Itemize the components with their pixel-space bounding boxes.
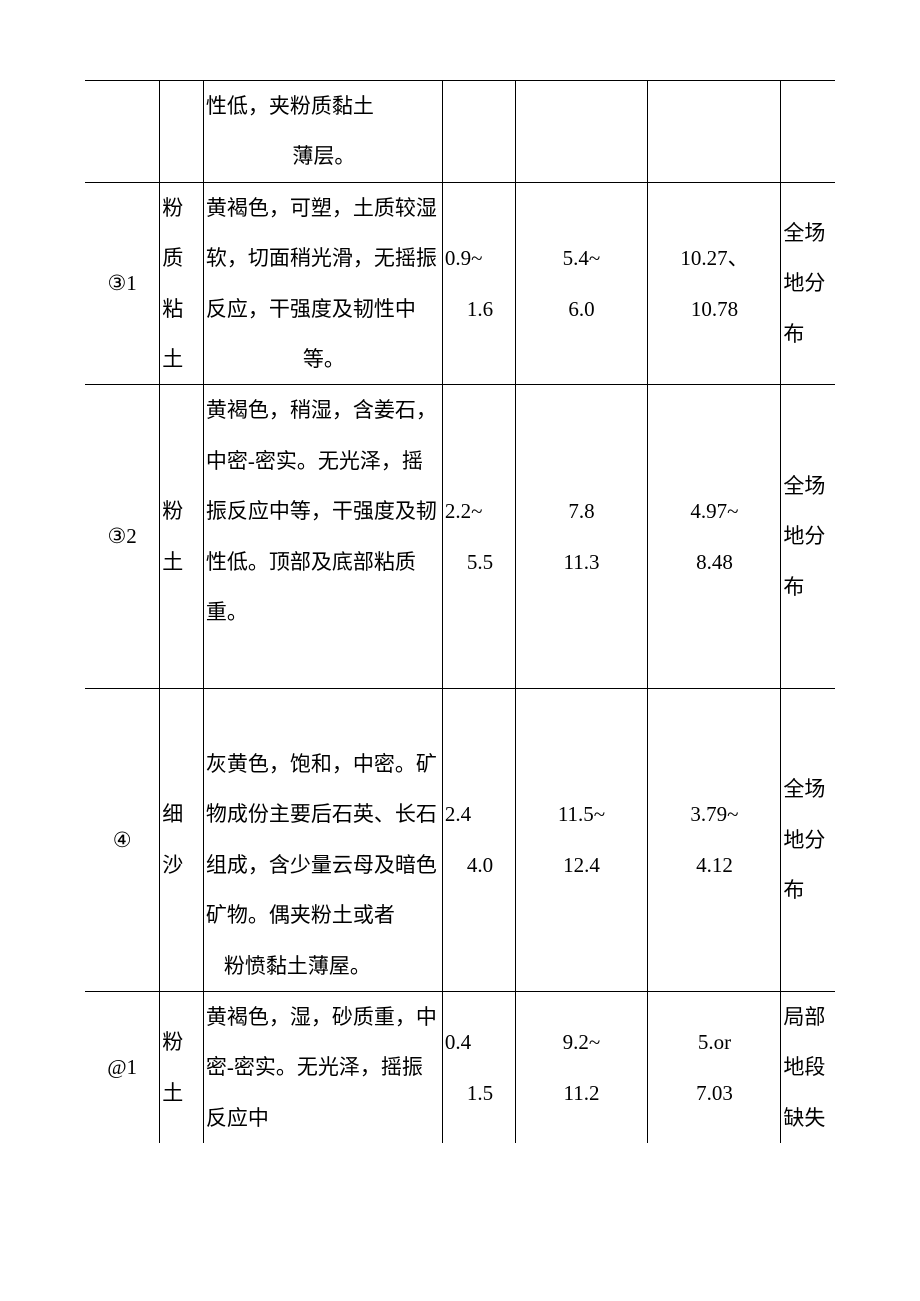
value-line: 2.2~ — [445, 499, 483, 523]
value-line: 6.0 — [568, 297, 594, 321]
table-row: ④ 细沙 灰黄色，饱和，中密。矿物成份主要后石英、长石组成，含少量云母及暗色矿物… — [85, 688, 835, 991]
cell-description: 黄褐色，湿，砂质重，中密-密实。无光泽，摇振反应中 — [203, 992, 442, 1144]
cell-distribution — [781, 81, 835, 183]
cell-layer-id: ④ — [85, 688, 160, 991]
cell-value — [648, 81, 781, 183]
cell-layer-id: @1 — [85, 992, 160, 1144]
soil-layers-table: 性低，夹粉质黏土 薄层。 ③1 粉质粘土 黄褐色，可塑，土质较湿软，切面稍光滑，… — [85, 80, 835, 1143]
value-line: 1.6 — [445, 297, 493, 321]
value-line: 10.78 — [691, 297, 738, 321]
cell-value: 0.4 1.5 — [442, 992, 515, 1144]
cell-value: 3.79~ 4.12 — [648, 688, 781, 991]
cell-soil-name: 粉质粘土 — [160, 182, 204, 385]
value-line: 9.2~ — [563, 1030, 601, 1054]
table-row: 性低，夹粉质黏土 薄层。 — [85, 81, 835, 183]
desc-text: 黄褐色，湿，砂质重，中密-密实。无光泽，摇振反应中 — [206, 1005, 437, 1130]
value-line: 5.or — [698, 1030, 731, 1054]
desc-text: 等。 — [206, 334, 442, 384]
value-line: 10.27、 — [680, 246, 748, 270]
cell-value: 0.9~ 1.6 — [442, 182, 515, 385]
cell-value: 9.2~ 11.2 — [515, 992, 648, 1144]
cell-value: 2.4 4.0 — [442, 688, 515, 991]
cell-layer-id: ③2 — [85, 385, 160, 688]
cell-value — [442, 81, 515, 183]
cell-value — [515, 81, 648, 183]
cell-description: 黄褐色，可塑，土质较湿软，切面稍光滑，无摇振反应，干强度及韧性中 等。 — [203, 182, 442, 385]
cell-soil-name — [160, 81, 204, 183]
cell-description: 灰黄色，饱和，中密。矿物成份主要后石英、长石组成，含少量云母及暗色矿物。偶夹粉土… — [203, 688, 442, 991]
value-line: 4.97~ — [690, 499, 738, 523]
cell-description: 性低，夹粉质黏土 薄层。 — [203, 81, 442, 183]
cell-value: 5.4~ 6.0 — [515, 182, 648, 385]
value-line: 7.03 — [696, 1081, 733, 1105]
cell-value: 5.or 7.03 — [648, 992, 781, 1144]
desc-text: 灰黄色，饱和，中密。矿物成份主要后石英、长石组成，含少量云母及暗色矿物。偶夹粉土… — [206, 752, 437, 927]
cell-distribution: 局部地段缺失 — [781, 992, 835, 1144]
cell-layer-id — [85, 81, 160, 183]
value-line: 12.4 — [563, 853, 600, 877]
value-line: 4.0 — [445, 853, 493, 877]
desc-text: 黄褐色，可塑，土质较湿软，切面稍光滑，无摇振反应，干强度及韧性中 — [206, 196, 437, 321]
value-line: 3.79~ — [690, 802, 738, 826]
table-row: ③2 粉土 黄褐色，稍湿，含姜石，中密-密实。无光泽，摇振反应中等，干强度及韧性… — [85, 385, 835, 688]
cell-layer-id: ③1 — [85, 182, 160, 385]
value-line: 7.8 — [568, 499, 594, 523]
cell-soil-name: 粉土 — [160, 385, 204, 688]
desc-text: 黄褐色，稍湿，含姜石，中密-密实。无光泽，摇振反应中等，干强度及韧性低。顶部及底… — [206, 398, 437, 624]
value-line: 5.4~ — [563, 246, 601, 270]
value-line: 11.3 — [564, 550, 600, 574]
desc-text: 粉愤黏土薄屋。 — [206, 941, 442, 991]
cell-value: 4.97~ 8.48 — [648, 385, 781, 688]
cell-soil-name: 细沙 — [160, 688, 204, 991]
desc-text: 性低，夹粉质黏土 — [206, 94, 374, 118]
desc-text: 薄层。 — [206, 131, 442, 181]
cell-distribution: 全场地分布 — [781, 688, 835, 991]
cell-distribution: 全场地分布 — [781, 385, 835, 688]
cell-description: 黄褐色，稍湿，含姜石，中密-密实。无光泽，摇振反应中等，干强度及韧性低。顶部及底… — [203, 385, 442, 688]
cell-value: 10.27、 10.78 — [648, 182, 781, 385]
value-line: 11.5~ — [558, 802, 605, 826]
value-line: 1.5 — [445, 1081, 493, 1105]
value-line: 0.4 — [445, 1030, 471, 1054]
value-line: 5.5 — [445, 550, 493, 574]
page-container: 性低，夹粉质黏土 薄层。 ③1 粉质粘土 黄褐色，可塑，土质较湿软，切面稍光滑，… — [0, 0, 920, 1183]
value-line: 2.4 — [445, 802, 471, 826]
table-row: ③1 粉质粘土 黄褐色，可塑，土质较湿软，切面稍光滑，无摇振反应，干强度及韧性中… — [85, 182, 835, 385]
cell-value: 2.2~ 5.5 — [442, 385, 515, 688]
cell-value: 7.8 11.3 — [515, 385, 648, 688]
table-row: @1 粉土 黄褐色，湿，砂质重，中密-密实。无光泽，摇振反应中 0.4 1.5 … — [85, 992, 835, 1144]
value-line: 11.2 — [564, 1081, 600, 1105]
value-line: 4.12 — [696, 853, 733, 877]
cell-soil-name: 粉土 — [160, 992, 204, 1144]
cell-distribution: 全场地分布 — [781, 182, 835, 385]
value-line: 0.9~ — [445, 246, 483, 270]
value-line: 8.48 — [696, 550, 733, 574]
cell-value: 11.5~ 12.4 — [515, 688, 648, 991]
